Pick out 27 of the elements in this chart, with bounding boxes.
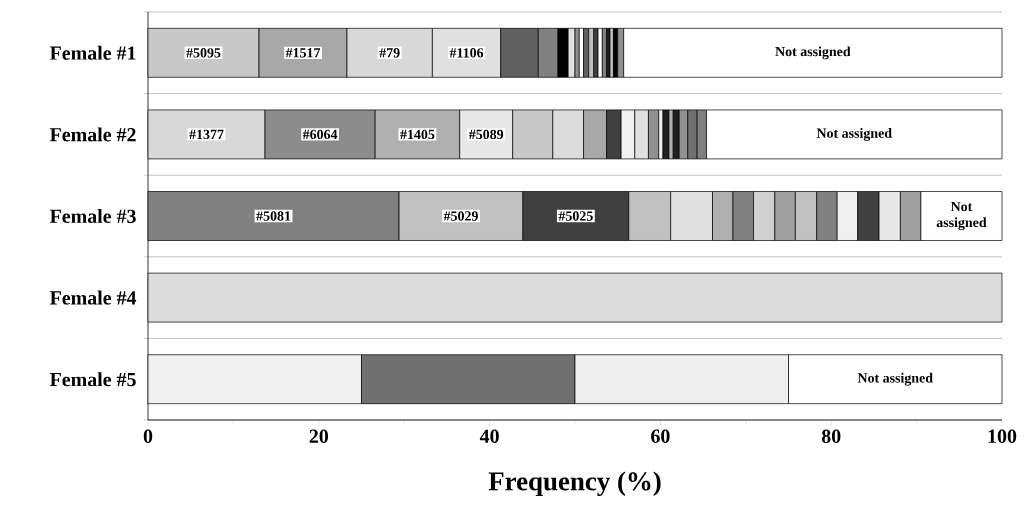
annotation: #1106 bbox=[449, 48, 484, 58]
x-tick-label: 100 bbox=[988, 429, 1017, 443]
annotation: #1405 bbox=[400, 129, 435, 140]
annotation: #1517 bbox=[285, 48, 321, 58]
annotation: #5095 bbox=[186, 48, 221, 58]
annotation: #1377 bbox=[189, 129, 224, 140]
series-label: Not assigned bbox=[936, 201, 987, 231]
x-tick-label: 0 bbox=[143, 429, 153, 443]
annotation: #5089 bbox=[468, 129, 504, 140]
annotation: #79 bbox=[379, 48, 400, 58]
x-tick-label: 40 bbox=[479, 429, 499, 443]
annotation: #5081 bbox=[256, 211, 291, 221]
text: Not assigned bbox=[857, 372, 933, 386]
x-tick-label: 80 bbox=[821, 429, 841, 443]
y-tick-label: Female #3 bbox=[49, 208, 136, 224]
y-tick-label: Female #5 bbox=[49, 372, 136, 387]
annotation: #5025 bbox=[558, 211, 593, 221]
x-axis-title: Frequency (%) bbox=[488, 471, 661, 496]
y-tick-label: Female #4 bbox=[49, 290, 137, 305]
y-tick-label: Female #2 bbox=[49, 127, 136, 142]
x-tick-label: 20 bbox=[309, 429, 328, 443]
y-tick-label: Female #1 bbox=[49, 45, 136, 60]
text: Not assigned bbox=[775, 46, 851, 60]
annotation: #6064 bbox=[302, 129, 338, 140]
text: Not assigned bbox=[816, 128, 892, 141]
x-tick-label: 60 bbox=[651, 429, 670, 443]
annotation: #5029 bbox=[443, 211, 478, 221]
